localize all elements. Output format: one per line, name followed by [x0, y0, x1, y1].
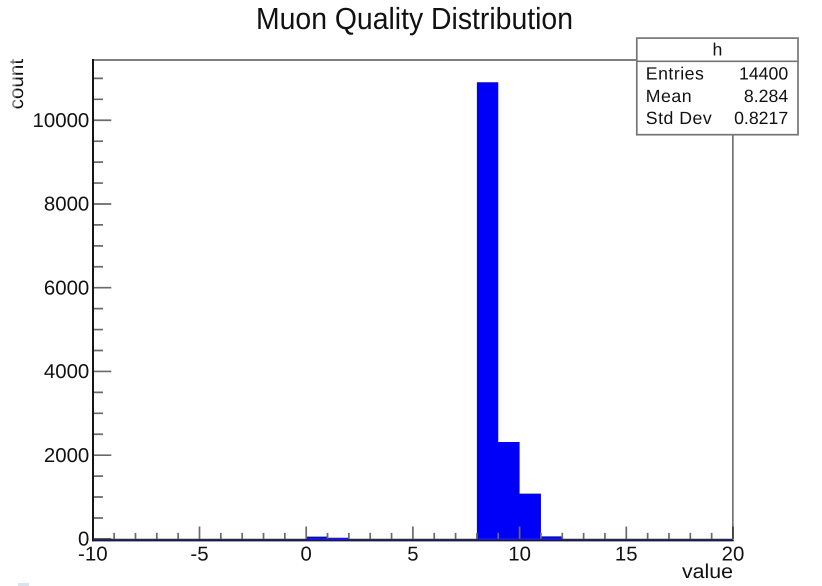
svg-text:8000: 8000	[44, 194, 89, 216]
svg-text:10: 10	[508, 543, 531, 565]
svg-text:5: 5	[407, 543, 418, 565]
svg-text:10000: 10000	[33, 110, 90, 132]
svg-text:h: h	[712, 40, 722, 60]
svg-text:6000: 6000	[44, 277, 89, 299]
svg-text:0: 0	[301, 543, 312, 565]
svg-text:count: count	[6, 58, 28, 109]
svg-text:-10: -10	[78, 543, 108, 565]
svg-text:Std Dev: Std Dev	[646, 108, 712, 128]
svg-text:value: value	[682, 561, 733, 583]
svg-text:Muon Quality Distribution: Muon Quality Distribution	[256, 2, 573, 36]
svg-text:0: 0	[78, 529, 89, 551]
svg-text:Entries: Entries	[646, 64, 705, 84]
svg-text:20: 20	[722, 543, 745, 565]
svg-text:14400: 14400	[739, 64, 788, 84]
svg-text:8.284: 8.284	[744, 86, 788, 106]
svg-text:2000: 2000	[44, 445, 89, 467]
svg-text:0.8217: 0.8217	[734, 108, 788, 128]
svg-text:-5: -5	[190, 543, 208, 565]
svg-text:Mean: Mean	[646, 86, 692, 106]
svg-text:15: 15	[615, 543, 638, 565]
svg-text:4000: 4000	[44, 361, 89, 383]
